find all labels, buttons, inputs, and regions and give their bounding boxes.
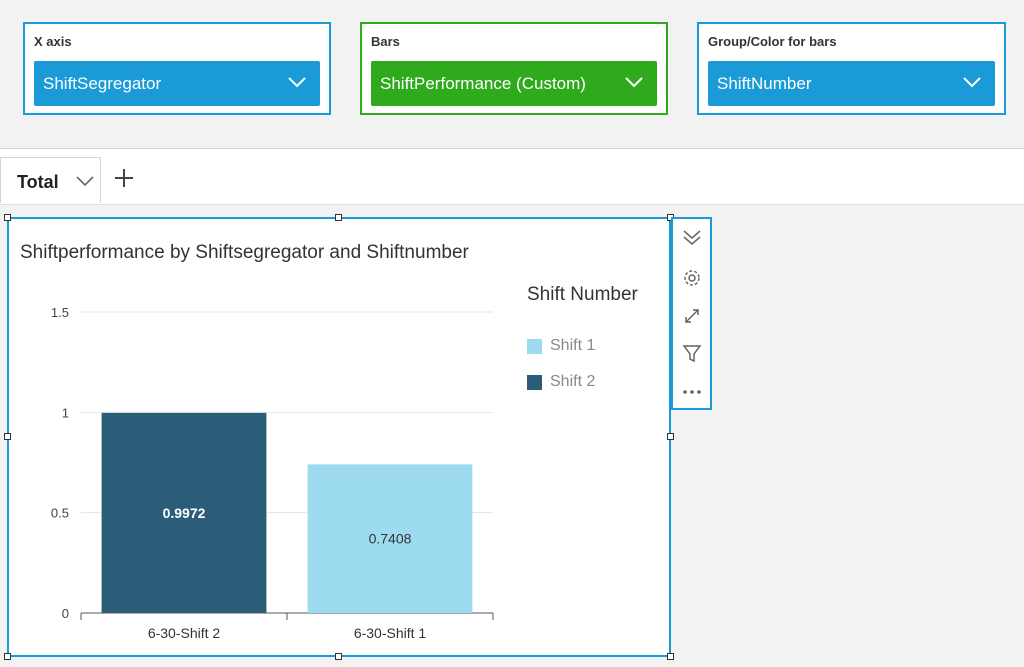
legend-item-label: Shift 1 bbox=[550, 337, 596, 354]
y-tick-label: 0.5 bbox=[51, 506, 69, 521]
group-color-field-button[interactable]: ShiftNumber bbox=[708, 61, 995, 106]
tab-total[interactable]: Total bbox=[0, 157, 101, 203]
expand-icon[interactable] bbox=[681, 305, 703, 327]
legend-swatch bbox=[527, 374, 542, 390]
group-color-field-label: ShiftNumber bbox=[717, 73, 812, 93]
chevron-down-icon[interactable] bbox=[288, 75, 306, 89]
resize-handle[interactable] bbox=[667, 653, 674, 660]
bars-field-button[interactable]: ShiftPerformance (Custom) bbox=[371, 61, 657, 106]
legend-item-label: Shift 2 bbox=[550, 373, 596, 390]
gear-icon[interactable] bbox=[681, 267, 703, 289]
bars-well[interactable]: Bars ShiftPerformance (Custom) bbox=[360, 22, 668, 115]
y-tick-label: 0 bbox=[62, 606, 69, 621]
chevron-down-icon[interactable] bbox=[76, 175, 94, 187]
tab-total-label: Total bbox=[17, 172, 59, 192]
resize-handle[interactable] bbox=[335, 214, 342, 221]
bar-shift-2 bbox=[101, 412, 267, 613]
resize-handle[interactable] bbox=[4, 214, 11, 221]
x-tick-label: 6-30-Shift 2 bbox=[148, 625, 221, 641]
y-tick-label: 1 bbox=[62, 405, 69, 420]
group-color-well[interactable]: Group/Color for bars ShiftNumber bbox=[697, 22, 1006, 115]
bars-field-label: ShiftPerformance (Custom) bbox=[380, 73, 586, 93]
chevron-down-icon[interactable] bbox=[625, 75, 643, 89]
resize-handle[interactable] bbox=[4, 653, 11, 660]
group-color-well-label: Group/Color for bars bbox=[708, 34, 837, 49]
visual-title: Shiftperformance by Shiftsegregator and … bbox=[20, 242, 469, 263]
x-axis-well-label: X axis bbox=[34, 34, 72, 49]
data-label: 0.9972 bbox=[163, 505, 206, 521]
x-axis-well[interactable]: X axis ShiftSegregator bbox=[23, 22, 331, 115]
legend-swatch bbox=[527, 338, 542, 354]
add-sheet-icon[interactable] bbox=[112, 166, 136, 190]
bars-well-label: Bars bbox=[371, 34, 400, 49]
legend-item-shift-1[interactable]: Shift 1 bbox=[527, 337, 595, 355]
bar-chart: 0 0.5 1 1.5 0.9972 6-30-Shift 2 0.7408 6-30-Shi… bbox=[51, 305, 494, 641]
legend-title: Shift Number bbox=[527, 284, 638, 305]
more-icon[interactable] bbox=[681, 381, 703, 403]
x-axis-field-button[interactable]: ShiftSegregator bbox=[34, 61, 320, 106]
bar-chart-visual[interactable]: Shiftperformance by Shiftsegregator and … bbox=[7, 217, 671, 657]
x-axis-field-label: ShiftSegregator bbox=[43, 73, 162, 93]
bar-shift-1 bbox=[307, 464, 473, 613]
visual-toolbar bbox=[671, 217, 712, 410]
legend-item-shift-2[interactable]: Shift 2 bbox=[527, 373, 595, 391]
data-label: 0.7408 bbox=[369, 531, 412, 547]
x-tick-label: 6-30-Shift 1 bbox=[354, 625, 427, 641]
y-tick-label: 1.5 bbox=[51, 305, 69, 320]
sheet-tab-bar: Total bbox=[0, 149, 1024, 205]
collapse-icon[interactable] bbox=[681, 227, 703, 249]
resize-handle[interactable] bbox=[667, 433, 674, 440]
field-wells: X axis ShiftSegregator Bars ShiftPerform… bbox=[0, 0, 1024, 149]
resize-handle[interactable] bbox=[4, 433, 11, 440]
filter-icon[interactable] bbox=[681, 342, 703, 364]
resize-handle[interactable] bbox=[335, 653, 342, 660]
chevron-down-icon[interactable] bbox=[963, 75, 981, 89]
